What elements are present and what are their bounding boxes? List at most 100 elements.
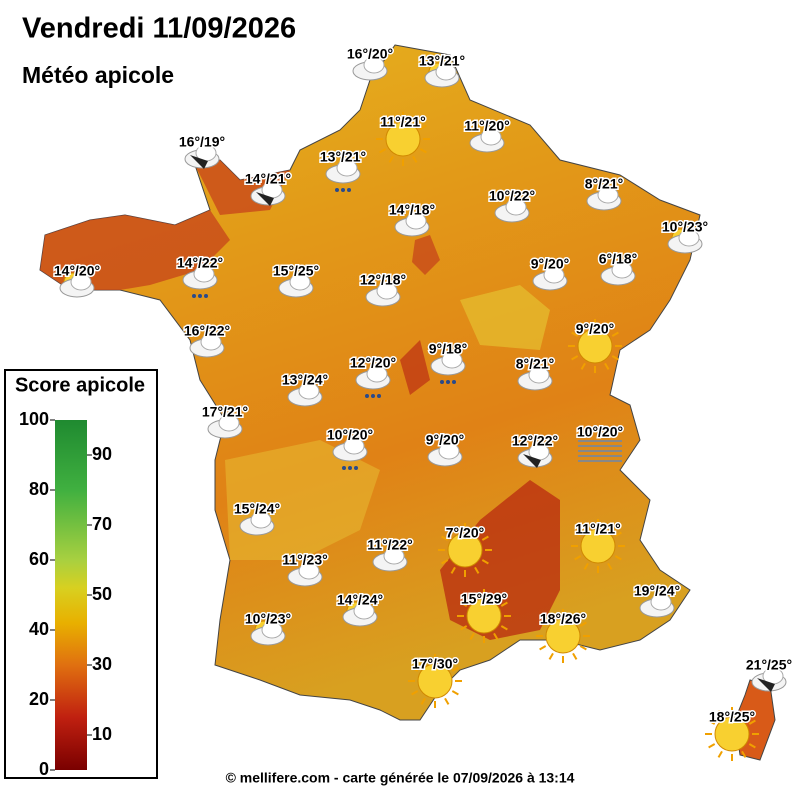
- rain-drop: [198, 294, 202, 298]
- legend-tick-label: 20: [29, 689, 49, 709]
- cloud-icon: [405, 212, 427, 230]
- forecast: 10°/23°: [660, 217, 710, 254]
- cloud-icon: [218, 414, 240, 432]
- sun-ray: [460, 625, 468, 631]
- temperature-label: 13°/24°: [282, 372, 328, 388]
- cloud-icon: [678, 229, 700, 247]
- sun-ray: [419, 124, 427, 130]
- sun-ray: [379, 148, 387, 154]
- cloud-icon: [353, 602, 375, 620]
- sun-ray: [460, 601, 468, 607]
- cloud-icon: [261, 621, 283, 639]
- sun-ray: [411, 666, 419, 672]
- temperature-label: 11°/20°: [464, 118, 509, 134]
- cloud-icon: [528, 366, 550, 384]
- sun-ray: [571, 355, 579, 361]
- sun-ray: [614, 531, 622, 537]
- cloud-icon: [441, 351, 463, 369]
- temperature-label: 9°/20°: [426, 432, 464, 448]
- sun-ray: [441, 559, 449, 565]
- rain-drop: [335, 188, 339, 192]
- sun-icon: [714, 716, 750, 752]
- forecast: 9°/20°: [529, 254, 571, 291]
- cloud-icon: [611, 261, 633, 279]
- temperature-label: 13°/21°: [320, 149, 366, 165]
- forecast: 18°/26°: [536, 609, 590, 663]
- rain-drop: [365, 394, 369, 398]
- rain-drop: [347, 188, 351, 192]
- forecast: 10°/22°: [487, 186, 537, 223]
- temperature-label: 18°/25°: [709, 709, 755, 725]
- sun-icon: [385, 121, 421, 157]
- sun-ray: [572, 612, 578, 620]
- cloud-icon: [505, 198, 527, 216]
- legend-tick-label: 10: [92, 724, 112, 744]
- rain-drop: [192, 294, 196, 298]
- forecast: 19°/24°: [632, 581, 682, 618]
- cloud-icon: [366, 365, 388, 383]
- forecast: 14°/22°: [175, 253, 225, 298]
- sun-ray: [450, 566, 456, 574]
- cloud-icon: [250, 511, 272, 529]
- legend-tick-label: 80: [29, 479, 49, 499]
- forecast: 11°/21°: [376, 112, 430, 166]
- sun-ray: [419, 148, 427, 154]
- forecast: 16°/19°: [177, 132, 227, 169]
- temperature-label: 18°/26°: [540, 611, 586, 627]
- sun-ray: [412, 155, 418, 163]
- forecast: 11°/22°: [366, 535, 414, 572]
- cloud-icon: [363, 56, 385, 74]
- temperature-label: 10°/22°: [489, 188, 535, 204]
- temperature-label: 19°/24°: [634, 583, 680, 599]
- sun-ray: [741, 710, 747, 718]
- sun-ray: [611, 355, 619, 361]
- rain-drop: [377, 394, 381, 398]
- temperature-label: 9°/20°: [576, 321, 614, 337]
- sun-ray: [611, 331, 619, 337]
- sun-ray: [474, 526, 480, 534]
- sun-ray: [572, 652, 578, 660]
- sun-ray: [574, 555, 582, 561]
- cloud-icon: [438, 442, 460, 460]
- sun-ray: [481, 559, 489, 565]
- temperature-label: 10°/23°: [662, 219, 708, 235]
- forecast: 14°/24°: [335, 590, 385, 627]
- forecast: 14°/20°: [52, 261, 102, 298]
- temperature-label: 15°/25°: [273, 263, 319, 279]
- sun-icon: [417, 663, 453, 699]
- sun-ray: [412, 115, 418, 123]
- forecast: 16°/20°: [345, 44, 395, 81]
- sun-ray: [388, 155, 394, 163]
- temperature-label: 6°/18°: [599, 251, 637, 267]
- temperature-label: 11°/21°: [575, 521, 620, 537]
- temperature-label: 10°/20°: [327, 427, 373, 443]
- temperature-label: 13°/21°: [419, 53, 465, 69]
- temperature-label: 10°/20°: [577, 424, 623, 440]
- temperature-label: 8°/21°: [585, 176, 623, 192]
- wind-icon: [190, 155, 208, 169]
- forecast: 10°/23°: [243, 609, 293, 646]
- temperature-label: 14°/18°: [389, 202, 435, 218]
- temperature-label: 15°/29°: [461, 591, 507, 607]
- temperature-label: 21°/25°: [746, 657, 792, 673]
- forecast: 6°/18°: [597, 249, 639, 286]
- legend-tick-label: 30: [92, 654, 112, 674]
- temperature-label: 11°/21°: [380, 114, 425, 130]
- sun-icon: [545, 618, 581, 654]
- cloud-icon: [298, 382, 320, 400]
- sun-ray: [717, 750, 723, 758]
- sun-ray: [481, 535, 489, 541]
- forecast: 14°/21°: [243, 169, 293, 206]
- forecast: 21°/25°: [744, 655, 794, 692]
- sun-icon: [447, 532, 483, 568]
- rain-drop: [341, 188, 345, 192]
- sun-ray: [583, 522, 589, 530]
- wind-icon: [256, 192, 274, 206]
- sun-ray: [469, 592, 475, 600]
- rain-drop: [348, 466, 352, 470]
- forecast: 8°/21°: [514, 354, 556, 391]
- temperature-label: 14°/21°: [245, 171, 291, 187]
- cloud-icon: [343, 437, 365, 455]
- legend-tick-label: 60: [29, 549, 49, 569]
- temperature-label: 11°/23°: [282, 552, 327, 568]
